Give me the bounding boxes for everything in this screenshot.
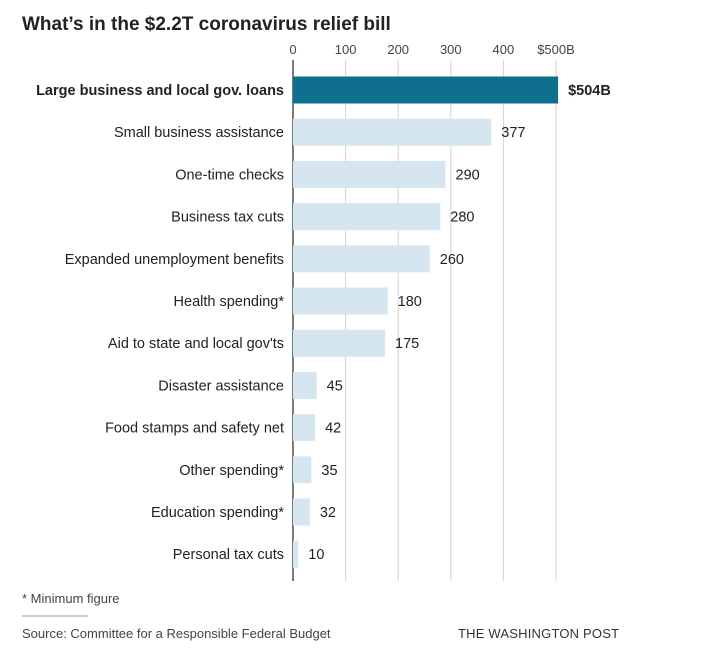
value-label: 290 bbox=[456, 167, 480, 183]
category-label: Large business and local gov. loans bbox=[36, 83, 284, 99]
value-label: 180 bbox=[398, 294, 422, 310]
bar-chart: 0 100 200 300 400 $500B Large business and loc… bbox=[36, 42, 611, 581]
bar bbox=[293, 118, 492, 146]
x-tick-label: 400 bbox=[493, 42, 515, 57]
footnote: * Minimum figure bbox=[22, 591, 120, 606]
value-label: 10 bbox=[308, 547, 324, 563]
publisher-logo: THE WASHINGTON POST bbox=[458, 626, 620, 641]
value-label: 42 bbox=[325, 421, 341, 437]
x-tick-label: 100 bbox=[335, 42, 357, 57]
value-label: 280 bbox=[450, 210, 474, 226]
bar bbox=[293, 76, 559, 104]
value-label: 377 bbox=[501, 125, 525, 141]
value-label: 175 bbox=[395, 336, 419, 352]
x-tick-label: $500B bbox=[537, 42, 575, 57]
divider bbox=[22, 615, 88, 617]
category-label: Education spending* bbox=[151, 505, 284, 521]
x-tick-label: 0 bbox=[289, 42, 296, 57]
category-label: Aid to state and local gov'ts bbox=[108, 336, 284, 352]
value-label: 35 bbox=[321, 463, 337, 479]
bar bbox=[293, 414, 316, 442]
x-tick-label: 200 bbox=[387, 42, 409, 57]
category-label: Expanded unemployment benefits bbox=[65, 252, 284, 268]
bar bbox=[293, 160, 446, 188]
bar bbox=[293, 287, 388, 315]
category-label: Personal tax cuts bbox=[173, 547, 284, 563]
value-label: 45 bbox=[327, 378, 343, 394]
value-label: 32 bbox=[320, 505, 336, 521]
x-tick-label: 300 bbox=[440, 42, 462, 57]
category-label: Small business assistance bbox=[114, 125, 284, 141]
category-label: One-time checks bbox=[175, 167, 284, 183]
category-label: Food stamps and safety net bbox=[105, 421, 284, 437]
bar bbox=[293, 203, 441, 231]
category-label: Disaster assistance bbox=[158, 378, 284, 394]
source-note: Source: Committee for a Responsible Fede… bbox=[22, 626, 331, 641]
category-label: Business tax cuts bbox=[171, 210, 284, 226]
bar bbox=[293, 540, 299, 568]
bar bbox=[293, 245, 430, 273]
category-label: Health spending* bbox=[174, 294, 285, 310]
bar bbox=[293, 498, 310, 526]
bar bbox=[293, 456, 312, 484]
chart-title: What’s in the $2.2T coronavirus relief b… bbox=[22, 14, 391, 35]
bar bbox=[293, 371, 317, 399]
bar bbox=[293, 329, 386, 357]
category-label: Other spending* bbox=[179, 463, 284, 479]
value-label: $504B bbox=[568, 83, 611, 99]
value-label: 260 bbox=[440, 252, 464, 268]
